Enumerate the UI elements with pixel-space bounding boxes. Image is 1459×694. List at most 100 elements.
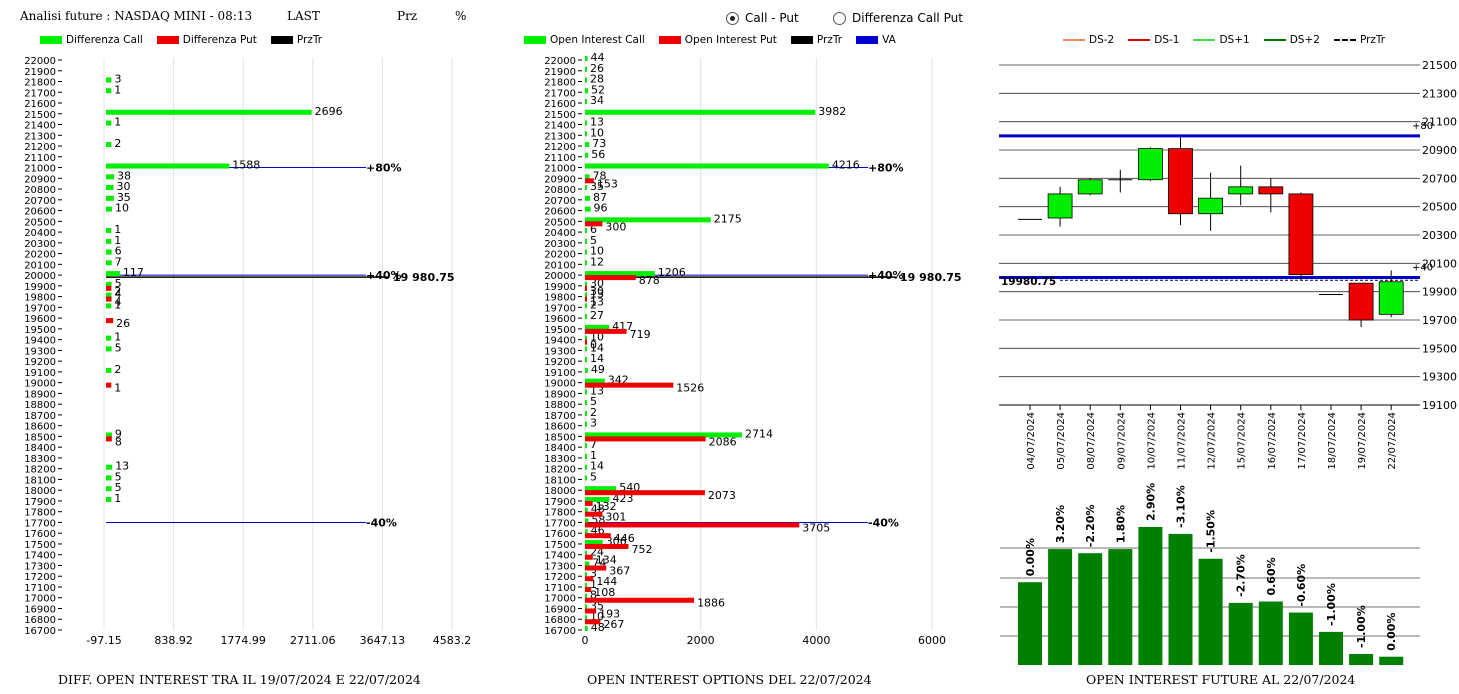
put-bar xyxy=(585,490,705,496)
y-tick-label: 19300 xyxy=(24,346,56,357)
call-bar-label: 1 xyxy=(114,116,121,129)
put-bar xyxy=(585,511,603,517)
put-bar-label: 300 xyxy=(605,220,626,233)
call-bar xyxy=(106,475,112,481)
put-bar-label: 132 xyxy=(596,500,617,513)
call-bar-label: 14 xyxy=(590,341,604,354)
y-tick-label: 17200 xyxy=(544,572,576,583)
call-bar-label: 1206 xyxy=(658,266,686,279)
put-bar xyxy=(585,522,800,528)
call-bar xyxy=(585,346,587,352)
y-tick-label: 18800 xyxy=(544,400,576,411)
call-bar xyxy=(585,529,588,535)
call-bar-label: 28 xyxy=(590,73,604,86)
oi-bar xyxy=(1349,653,1374,665)
y-tick-label: 18300 xyxy=(544,454,576,465)
oi-bar-label: 2.90% xyxy=(1144,483,1157,521)
legend-item-prztr: PrzTr xyxy=(790,34,842,46)
call-bar xyxy=(585,228,587,234)
call-bar xyxy=(106,174,115,180)
call-bar-label: 5 xyxy=(115,470,122,483)
legend-item-prztr-dashed: PrzTr xyxy=(1333,34,1385,46)
call-bar-label: 12 xyxy=(590,255,604,268)
y-tick-label: 19200 xyxy=(544,357,576,368)
call-bar-label: 13 xyxy=(590,288,604,301)
call-bar-label: 1 xyxy=(114,331,121,344)
y-tick-label: 16900 xyxy=(24,604,56,615)
call-bar-label: 26 xyxy=(590,62,604,75)
y-tick-label: 19100 xyxy=(1422,399,1457,412)
legend-item-diff-call: Differenza Call xyxy=(40,34,143,46)
call-bar-label: 1 xyxy=(114,234,121,247)
y-tick-label: 19600 xyxy=(544,314,576,325)
y-tick-label: 17200 xyxy=(24,572,56,583)
call-bar xyxy=(585,88,589,94)
call-bar xyxy=(585,185,588,191)
x-tick-label: 838.92 xyxy=(154,634,193,647)
y-tick-label: 18000 xyxy=(24,486,56,497)
call-bar-label: 5 xyxy=(590,470,597,483)
x-tick-label: 16/07/2024 xyxy=(1267,412,1278,470)
y-tick-label: 17600 xyxy=(544,529,576,540)
call-bar-label: 13 xyxy=(115,460,129,473)
put-bar-label: 144 xyxy=(596,575,617,588)
put-bar-label: 1886 xyxy=(697,597,725,610)
call-bar xyxy=(585,539,603,545)
y-tick-label: 21900 xyxy=(24,67,56,78)
y-tick-label: 21400 xyxy=(544,121,576,132)
y-tick-label: 21200 xyxy=(544,142,576,153)
oi-bar-label: -1.00% xyxy=(1325,583,1338,626)
y-tick-label: 21800 xyxy=(544,78,576,89)
call-bar xyxy=(585,195,591,201)
call-bar-label: 4 xyxy=(115,288,122,301)
oi-bar-label: -1.00% xyxy=(1355,605,1368,648)
y-tick-label: 16800 xyxy=(24,615,56,626)
call-bar-label: 96 xyxy=(594,202,608,215)
radio-call-put[interactable]: Call - Put xyxy=(726,11,799,25)
call-bar xyxy=(585,238,587,244)
x-tick-label: 11/07/2024 xyxy=(1177,412,1188,470)
call-bar-label: 5 xyxy=(590,234,597,247)
call-bar xyxy=(106,464,113,470)
y-tick-label: 21800 xyxy=(24,78,56,89)
y-tick-label: 18200 xyxy=(544,465,576,476)
candle-body xyxy=(1348,282,1374,321)
y-tick-label: 18200 xyxy=(24,465,56,476)
call-bar xyxy=(585,389,587,395)
call-bar-label: 1 xyxy=(114,83,121,96)
call-bar xyxy=(106,195,114,201)
call-bar xyxy=(106,260,112,266)
call-bar-label: 117 xyxy=(123,266,144,279)
call-bar-label: 38 xyxy=(117,169,131,182)
oi-bar xyxy=(1379,656,1404,665)
call-bar xyxy=(585,335,587,341)
page-title: Analisi future : NASDAQ MINI - 08:13 xyxy=(20,9,253,23)
call-bar xyxy=(585,314,587,320)
put-bar xyxy=(106,436,112,442)
y-tick-label: 17400 xyxy=(544,551,576,562)
call-bar xyxy=(106,367,112,373)
reference-label: -40% xyxy=(366,516,397,529)
put-bar-label: 134 xyxy=(596,554,617,567)
y-tick-label: 20700 xyxy=(24,196,56,207)
oi-bar-label: -1.50% xyxy=(1205,510,1218,553)
put-bar-label: 26 xyxy=(116,317,130,330)
y-tick-label: 21100 xyxy=(544,153,576,164)
call-bar-label: 6 xyxy=(115,245,122,258)
y-tick-label: 20700 xyxy=(1422,172,1457,185)
reference-label: +80% xyxy=(868,162,904,175)
call-bar-label: 73 xyxy=(592,137,606,150)
call-bar xyxy=(585,582,587,588)
oi-bar xyxy=(1319,631,1343,665)
candle-body xyxy=(1077,179,1103,195)
put-bar-label: 3705 xyxy=(802,521,830,534)
radio-differenza-call-put[interactable]: Differenza Call Put xyxy=(833,11,963,25)
y-tick-label: 19100 xyxy=(24,368,56,379)
put-bar xyxy=(585,221,603,227)
call-bar xyxy=(585,163,829,169)
put-bar-label: 13 xyxy=(590,296,604,309)
call-bar-label: 87 xyxy=(593,191,607,204)
call-bar xyxy=(106,346,112,352)
call-bar-label: 44 xyxy=(591,51,605,64)
call-bar xyxy=(106,77,112,83)
